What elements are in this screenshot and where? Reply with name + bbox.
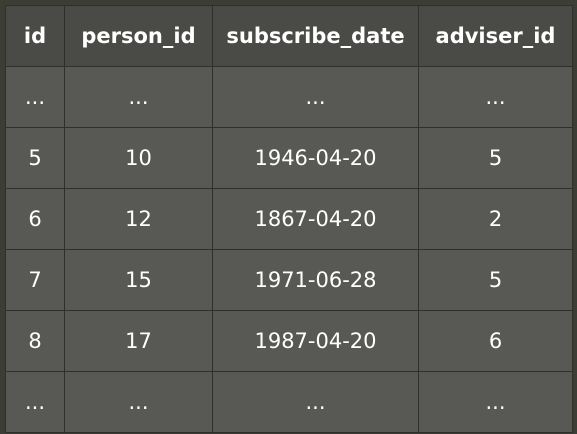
cell-id: 7 [5, 249, 65, 311]
table-header-row: id person_id subscribe_date adviser_id [5, 5, 573, 67]
header-person-id: person_id [64, 5, 213, 67]
cell-person-id: 15 [64, 249, 213, 311]
cell-id: 8 [5, 310, 65, 372]
cell-person-id: 12 [64, 188, 213, 250]
cell-id: 5 [5, 127, 65, 189]
cell-person-id: ... [64, 371, 213, 433]
cell-adviser-id: 6 [418, 310, 573, 372]
cell-subscribe-date: ... [212, 66, 419, 128]
subscriptions-table: id person_id subscribe_date adviser_id .… [5, 5, 573, 433]
cell-adviser-id: ... [418, 371, 573, 433]
cell-subscribe-date: 1867-04-20 [212, 188, 419, 250]
cell-subscribe-date: 1971-06-28 [212, 249, 419, 311]
cell-person-id: 17 [64, 310, 213, 372]
header-subscribe-date: subscribe_date [212, 5, 419, 67]
table-row: ... ... ... ... [5, 66, 573, 128]
table-row: 6 12 1867-04-20 2 [5, 188, 573, 250]
cell-subscribe-date: 1987-04-20 [212, 310, 419, 372]
table-row: 7 15 1971-06-28 5 [5, 249, 573, 311]
cell-adviser-id: 5 [418, 249, 573, 311]
cell-id: ... [5, 66, 65, 128]
table-row: ... ... ... ... [5, 371, 573, 433]
table-row: 8 17 1987-04-20 6 [5, 310, 573, 372]
header-id: id [5, 5, 65, 67]
cell-adviser-id: ... [418, 66, 573, 128]
cell-adviser-id: 5 [418, 127, 573, 189]
cell-adviser-id: 2 [418, 188, 573, 250]
table-row: 5 10 1946-04-20 5 [5, 127, 573, 189]
cell-id: 6 [5, 188, 65, 250]
cell-subscribe-date: 1946-04-20 [212, 127, 419, 189]
cell-person-id: ... [64, 66, 213, 128]
cell-subscribe-date: ... [212, 371, 419, 433]
cell-id: ... [5, 371, 65, 433]
cell-person-id: 10 [64, 127, 213, 189]
header-adviser-id: adviser_id [418, 5, 573, 67]
